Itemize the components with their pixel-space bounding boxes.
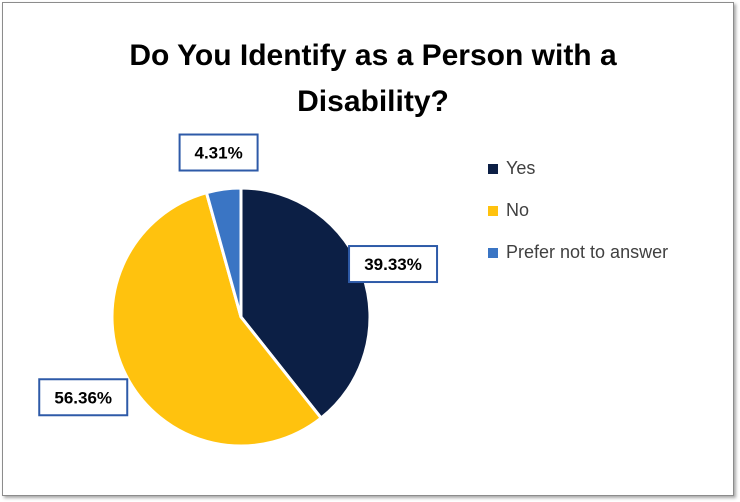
pie-slice-prefer-not: [204, 186, 243, 319]
legend-label-no: No: [506, 200, 530, 220]
legend-swatch-prefer-not: [488, 247, 498, 258]
legend-swatch-yes: [488, 163, 498, 174]
data-label-text-yes: 39.33%: [364, 255, 422, 274]
chart-title: Do You Identify as a Person with a Disab…: [129, 39, 617, 118]
data-label-text-no: 56.36%: [54, 388, 112, 407]
data-label-yes: 39.33%: [348, 245, 439, 284]
data-label-no: 56.36%: [38, 378, 129, 417]
legend-item-no: No: [488, 200, 668, 221]
data-label-box-no: [38, 378, 129, 417]
data-label-box-prefer-not: [178, 133, 259, 172]
legend-label-yes: Yes: [506, 158, 536, 178]
legend: Yes No Prefer not to answer: [488, 158, 668, 284]
data-label-prefer-not: 4.31%: [178, 133, 259, 172]
data-label-box-yes: [348, 245, 439, 284]
legend-swatch-no: [488, 205, 498, 216]
pie-slice-no: [110, 191, 323, 448]
legend-label-prefer-not: Prefer not to answer: [506, 242, 669, 262]
data-label-text-prefer-not: 4.31%: [194, 144, 242, 163]
legend-item-yes: Yes: [488, 158, 668, 179]
legend-item-prefer-not: Prefer not to answer: [488, 242, 668, 263]
